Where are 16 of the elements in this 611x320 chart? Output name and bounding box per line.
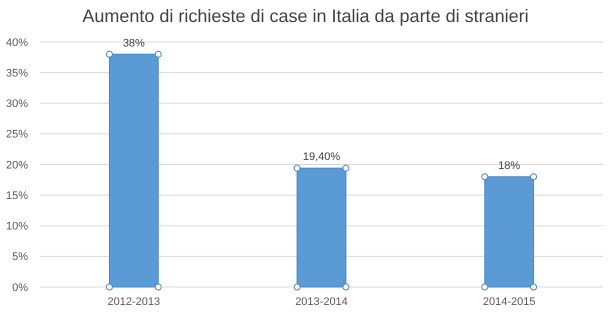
- y-tick-label: 30%: [6, 98, 28, 110]
- chart-title: Aumento di richieste di case in Italia da parte di stranieri: [82, 6, 529, 26]
- x-tick-label: 2013-2014: [295, 296, 348, 308]
- y-tick-label: 40%: [6, 36, 28, 49]
- data-label: 38%: [122, 37, 146, 50]
- y-tick-label: 20%: [6, 159, 28, 172]
- y-tick-label: 0%: [12, 282, 28, 294]
- y-tick-label: 10%: [6, 220, 28, 233]
- y-tick-label: 35%: [6, 67, 28, 80]
- data-label: 18%: [498, 160, 520, 172]
- data-label: 19,40%: [302, 151, 340, 164]
- y-tick-label: 25%: [6, 128, 28, 141]
- x-tick-label: 2014-2015: [482, 296, 536, 308]
- x-tick-label: 2012-2013: [108, 296, 160, 308]
- y-tick-label: 5%: [12, 251, 28, 264]
- y-tick-label: 15%: [6, 190, 28, 202]
